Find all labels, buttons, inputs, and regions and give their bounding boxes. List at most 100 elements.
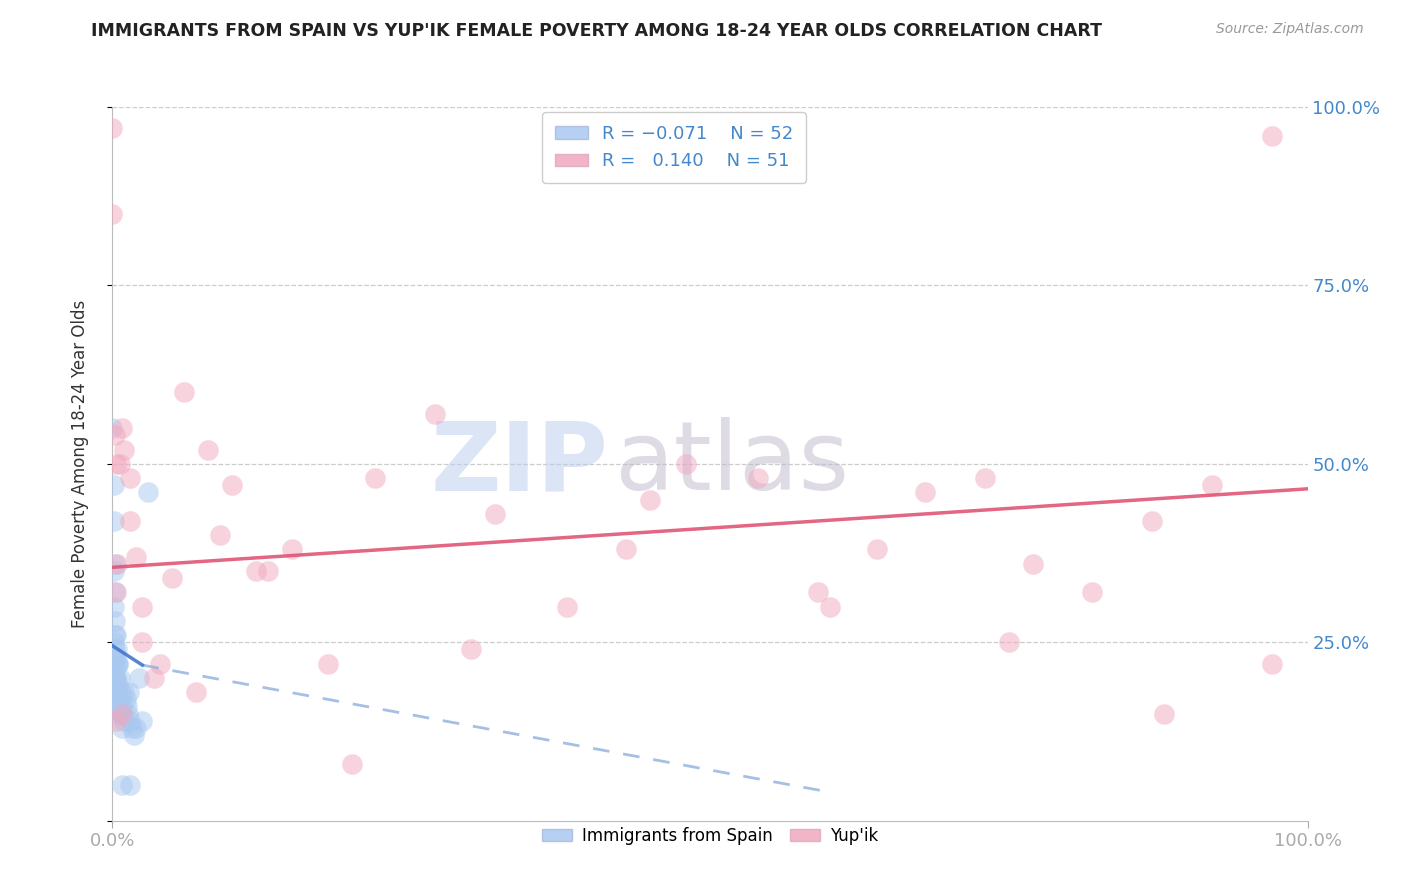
Point [105,714,128,728]
Point [105,457,128,471]
Point [105,706,128,721]
Point [138,485,160,500]
Point [101,421,124,435]
Text: IMMIGRANTS FROM SPAIN VS YUP'IK FEMALE POVERTY AMONG 18-24 YEAR OLDS CORRELATION: IMMIGRANTS FROM SPAIN VS YUP'IK FEMALE P… [91,22,1102,40]
Point [555,599,578,614]
Point [103,599,125,614]
Point [111,421,134,435]
Point [1081,585,1104,599]
Point [120,471,142,485]
Point [117,706,139,721]
Point [1153,706,1175,721]
Point [173,385,195,400]
Point [103,635,125,649]
Point [484,507,506,521]
Point [104,628,127,642]
Point [221,478,243,492]
Point [131,599,153,614]
Point [114,442,135,457]
Point [120,778,142,792]
Point [747,471,769,485]
Point [143,671,166,685]
Point [101,121,124,136]
Point [103,478,125,492]
Point [914,485,936,500]
Point [112,706,135,721]
Y-axis label: Female Poverty Among 18-24 Year Olds: Female Poverty Among 18-24 Year Olds [70,300,89,628]
Point [1201,478,1223,492]
Point [818,599,841,614]
Point [807,585,830,599]
Point [115,699,138,714]
Point [120,714,142,728]
Point [616,542,638,557]
Point [107,657,129,671]
Point [125,549,148,564]
Point [364,471,387,485]
Point [209,528,232,542]
Point [105,642,128,657]
Point [104,557,127,571]
Point [131,714,153,728]
Point [281,542,304,557]
Point [103,649,125,664]
Point [111,778,134,792]
Point [640,492,662,507]
Point [105,585,128,599]
Point [122,728,145,742]
Point [107,657,129,671]
Point [111,721,134,735]
Point [103,657,125,671]
Point [998,635,1021,649]
Point [125,721,148,735]
Point [114,685,135,699]
Point [460,642,482,657]
Point [110,706,132,721]
Point [104,428,127,442]
Point [974,471,997,485]
Point [108,692,131,706]
Point [104,614,127,628]
Point [186,685,208,699]
Point [114,692,136,706]
Point [105,628,128,642]
Text: ZIP: ZIP [430,417,609,510]
Point [110,685,132,699]
Point [101,671,124,685]
Point [149,657,172,671]
Point [1022,557,1045,571]
Point [103,514,125,528]
Point [105,671,128,685]
Point [118,685,141,699]
Point [340,756,363,771]
Point [1261,657,1284,671]
Point [105,685,128,699]
Point [107,678,129,692]
Point [1261,128,1284,143]
Point [104,642,127,657]
Point [1142,514,1164,528]
Point [675,457,697,471]
Point [245,564,267,578]
Point [114,714,135,728]
Point [105,671,128,685]
Point [105,699,128,714]
Point [121,721,143,735]
Point [111,699,134,714]
Point [257,564,280,578]
Point [131,635,153,649]
Text: atlas: atlas [614,417,849,510]
Point [105,649,128,664]
Point [120,514,142,528]
Point [105,557,128,571]
Point [108,457,131,471]
Point [111,706,134,721]
Point [103,564,125,578]
Point [316,657,339,671]
Point [107,699,129,714]
Legend: Immigrants from Spain, Yup'ik: Immigrants from Spain, Yup'ik [536,821,884,852]
Point [197,442,219,457]
Point [162,571,183,585]
Point [104,671,127,685]
Point [128,671,150,685]
